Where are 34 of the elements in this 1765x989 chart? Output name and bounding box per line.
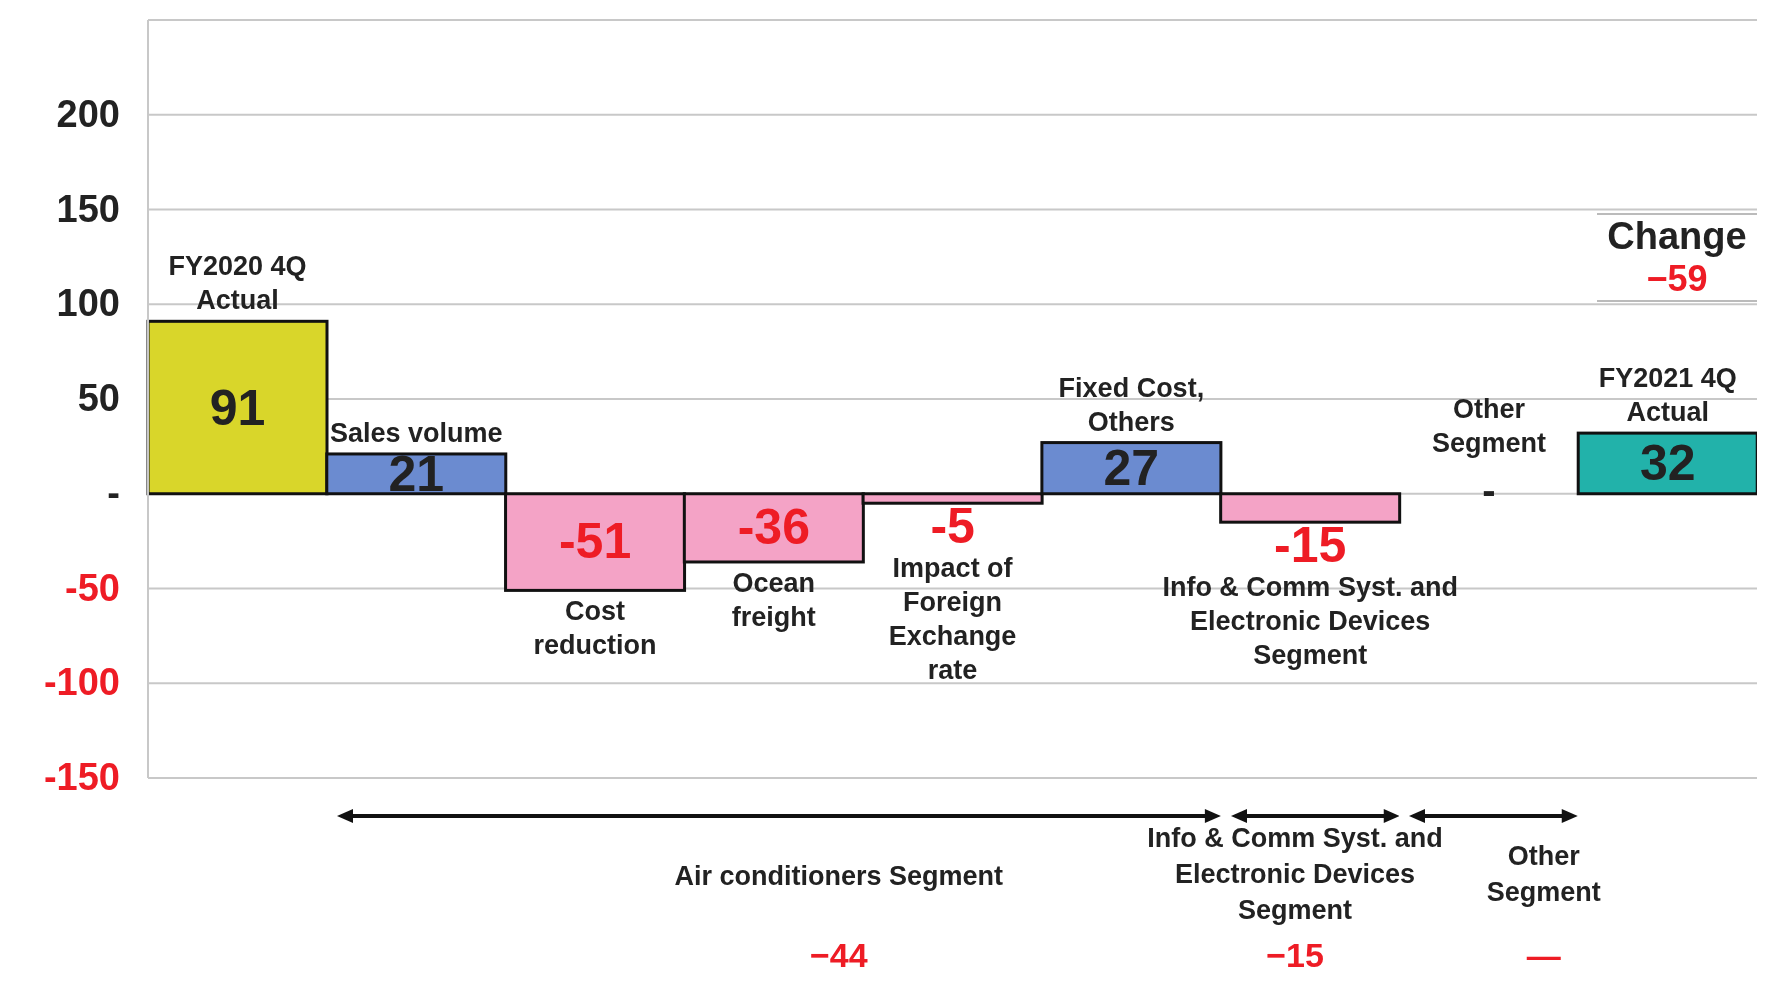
data-label: -36: [737, 498, 810, 555]
data-label: -: [1482, 467, 1496, 512]
x-tick-label: Ocean freight: [731, 567, 816, 632]
data-label: 32: [1639, 435, 1696, 492]
x-tick-label: Impact of Foreign Exchange rate: [888, 553, 1017, 686]
data-label: 27: [1103, 440, 1160, 497]
y-tick-label: -50: [65, 566, 120, 609]
data-label: 91: [209, 379, 266, 436]
data-label: -5: [930, 498, 975, 555]
x-tick-label: Sales volume: [329, 417, 503, 448]
x-tick-label: Other Segment: [1431, 393, 1546, 458]
x-tick-label: Fixed Cost, Others: [1058, 372, 1205, 437]
x-tick-label: FY2021 4Q Actual: [1598, 363, 1737, 428]
y-tick-label: 200: [56, 92, 120, 135]
y-tick-label: -: [107, 471, 120, 514]
y-tick-label: 100: [56, 282, 120, 325]
y-tick-label: 150: [56, 187, 120, 230]
data-label: 21: [388, 445, 445, 502]
x-tick-label: Cost reduction: [533, 596, 657, 661]
x-tick-label: FY2020 4Q Actual: [168, 251, 307, 316]
text: Air conditioners Segment: [673, 860, 1004, 893]
text: Info & Comm Syst. and Electronic Devices Segment: [1146, 822, 1444, 927]
text: −44: [808, 936, 869, 975]
y-tick-label: -150: [43, 756, 120, 798]
annotation: −59: [1645, 258, 1709, 300]
y-tick-label: 50: [77, 377, 120, 419]
text: Other Segment: [1485, 840, 1602, 909]
annotation: Change: [1606, 215, 1748, 258]
text: —: [1525, 936, 1562, 975]
data-label: -51: [558, 513, 632, 570]
data-label: -15: [1274, 517, 1347, 574]
x-tick-label: Info & Comm Syst. and Electronic Devices Segment: [1162, 572, 1458, 671]
y-tick-label: -100: [43, 661, 120, 704]
text: −15: [1265, 936, 1325, 975]
